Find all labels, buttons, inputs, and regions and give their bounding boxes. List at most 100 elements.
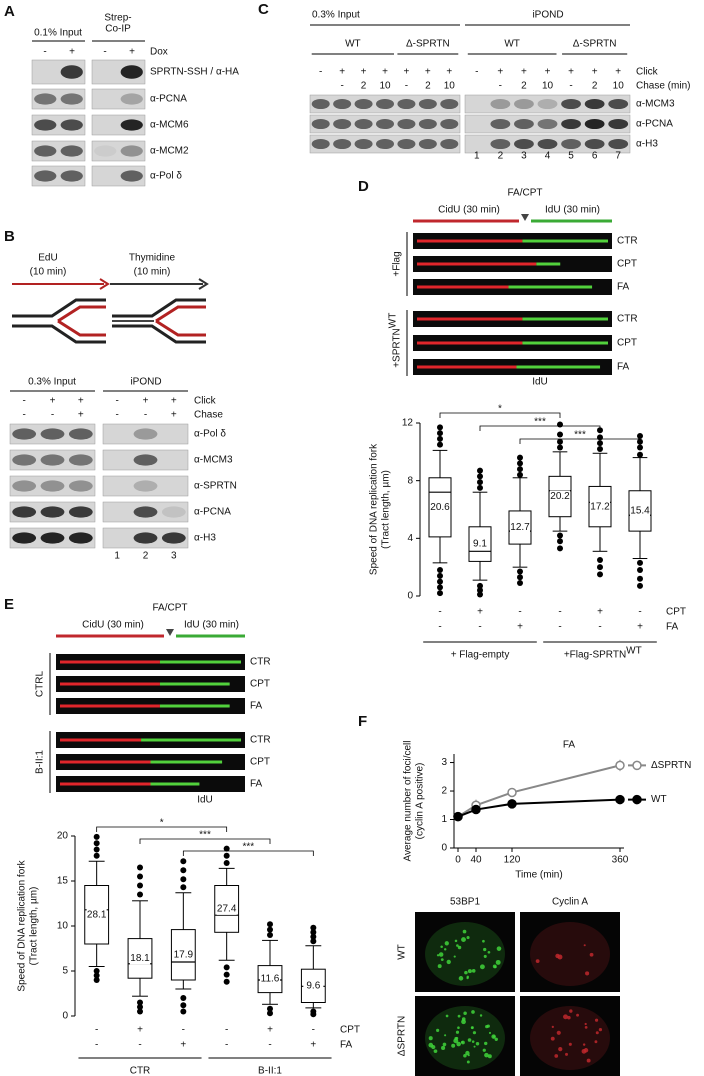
sign: - <box>95 1040 98 1051</box>
sign: + <box>446 67 452 78</box>
focus <box>535 959 540 963</box>
band <box>397 118 416 130</box>
focus <box>482 1048 486 1052</box>
band <box>12 532 37 544</box>
significance: *** <box>199 830 211 841</box>
y-tick-label: 0 <box>407 591 413 602</box>
band <box>333 98 352 110</box>
label-group: B-II:1 <box>35 750 46 774</box>
band <box>120 65 143 79</box>
outlier <box>557 545 563 552</box>
blot-label: α-PCNA <box>194 507 231 518</box>
band <box>68 428 93 440</box>
group-label: B-II:1 <box>35 750 46 774</box>
focus <box>471 968 476 973</box>
band <box>60 65 83 79</box>
band <box>608 118 629 130</box>
sign: - <box>638 607 641 618</box>
band <box>133 506 158 518</box>
outlier <box>517 454 523 461</box>
focus <box>554 1054 559 1058</box>
sign: + <box>50 396 56 407</box>
y-axis-label: (Tract length, µm) <box>381 470 392 549</box>
band <box>60 170 83 182</box>
band <box>608 98 629 110</box>
focus <box>569 1009 573 1013</box>
outlier <box>477 467 483 474</box>
sign: - <box>22 410 25 421</box>
fiber-row-label: FA <box>617 282 630 293</box>
outlier <box>180 858 187 865</box>
panel-label: F <box>358 713 367 730</box>
focus <box>464 970 468 975</box>
box-label: 17.2 <box>590 501 610 512</box>
lane-number: 2 <box>143 551 149 562</box>
blot <box>464 94 631 114</box>
focus <box>558 1047 563 1052</box>
focus <box>568 1042 572 1046</box>
header: iPOND <box>532 10 563 21</box>
focus <box>457 1014 461 1018</box>
outlier <box>180 1002 187 1009</box>
outlier <box>137 1008 143 1015</box>
band <box>12 480 37 492</box>
box-label: 9.1 <box>473 539 487 550</box>
band <box>333 138 352 150</box>
blot-label: α-PCNA <box>636 119 673 130</box>
outlier <box>557 444 563 451</box>
outlier <box>223 971 230 978</box>
outlier <box>477 484 483 491</box>
band <box>514 138 534 150</box>
sign: + <box>568 67 574 78</box>
outlier <box>597 571 603 578</box>
outlier <box>310 938 317 945</box>
outlier <box>267 1010 273 1017</box>
band <box>40 532 65 544</box>
nucleus <box>530 922 610 986</box>
outlier <box>267 926 273 933</box>
sign: - <box>225 1040 228 1051</box>
sign: - <box>558 607 561 618</box>
y-tick-label: 0 <box>62 1011 68 1022</box>
significance: *** <box>534 417 546 428</box>
sign: - <box>499 81 502 92</box>
outlier <box>637 575 643 582</box>
fork-schematic <box>12 278 209 344</box>
lane-number: 1 <box>474 151 480 162</box>
outlier <box>477 587 483 594</box>
focus <box>594 1040 598 1044</box>
band <box>490 118 511 130</box>
outlier <box>637 582 643 589</box>
band <box>584 118 605 130</box>
marker <box>471 804 481 815</box>
fiber-row-label: CPT <box>617 338 637 349</box>
outlier <box>597 556 603 563</box>
group-label: CTR <box>130 1066 151 1076</box>
band <box>34 170 57 182</box>
band <box>376 118 394 130</box>
label-group: + Flag-empty <box>451 650 510 661</box>
outlier <box>597 564 603 571</box>
focus <box>586 1058 591 1063</box>
focus <box>479 1014 483 1017</box>
focus <box>567 1015 571 1020</box>
y-axis-label: Speed of DNA replication fork <box>369 443 380 575</box>
band <box>40 454 65 466</box>
outlier <box>180 876 187 883</box>
focus <box>471 1040 475 1043</box>
blot-label: α-MCM3 <box>636 99 675 110</box>
group-label: Δ-SPRTN <box>406 39 450 50</box>
x-tick-label: 360 <box>612 855 629 866</box>
lane-number: 2 <box>498 151 504 162</box>
treatment-label: FA/CPT <box>152 603 187 614</box>
sign: 10 <box>379 81 391 92</box>
blot-label: α-H3 <box>636 139 658 150</box>
band <box>397 138 416 150</box>
fiber-row-label: CPT <box>250 679 270 690</box>
micrograph <box>520 912 620 992</box>
label-cidu: CidU (30 min) <box>82 620 144 631</box>
significance: * <box>160 818 164 829</box>
outlier <box>437 430 443 437</box>
